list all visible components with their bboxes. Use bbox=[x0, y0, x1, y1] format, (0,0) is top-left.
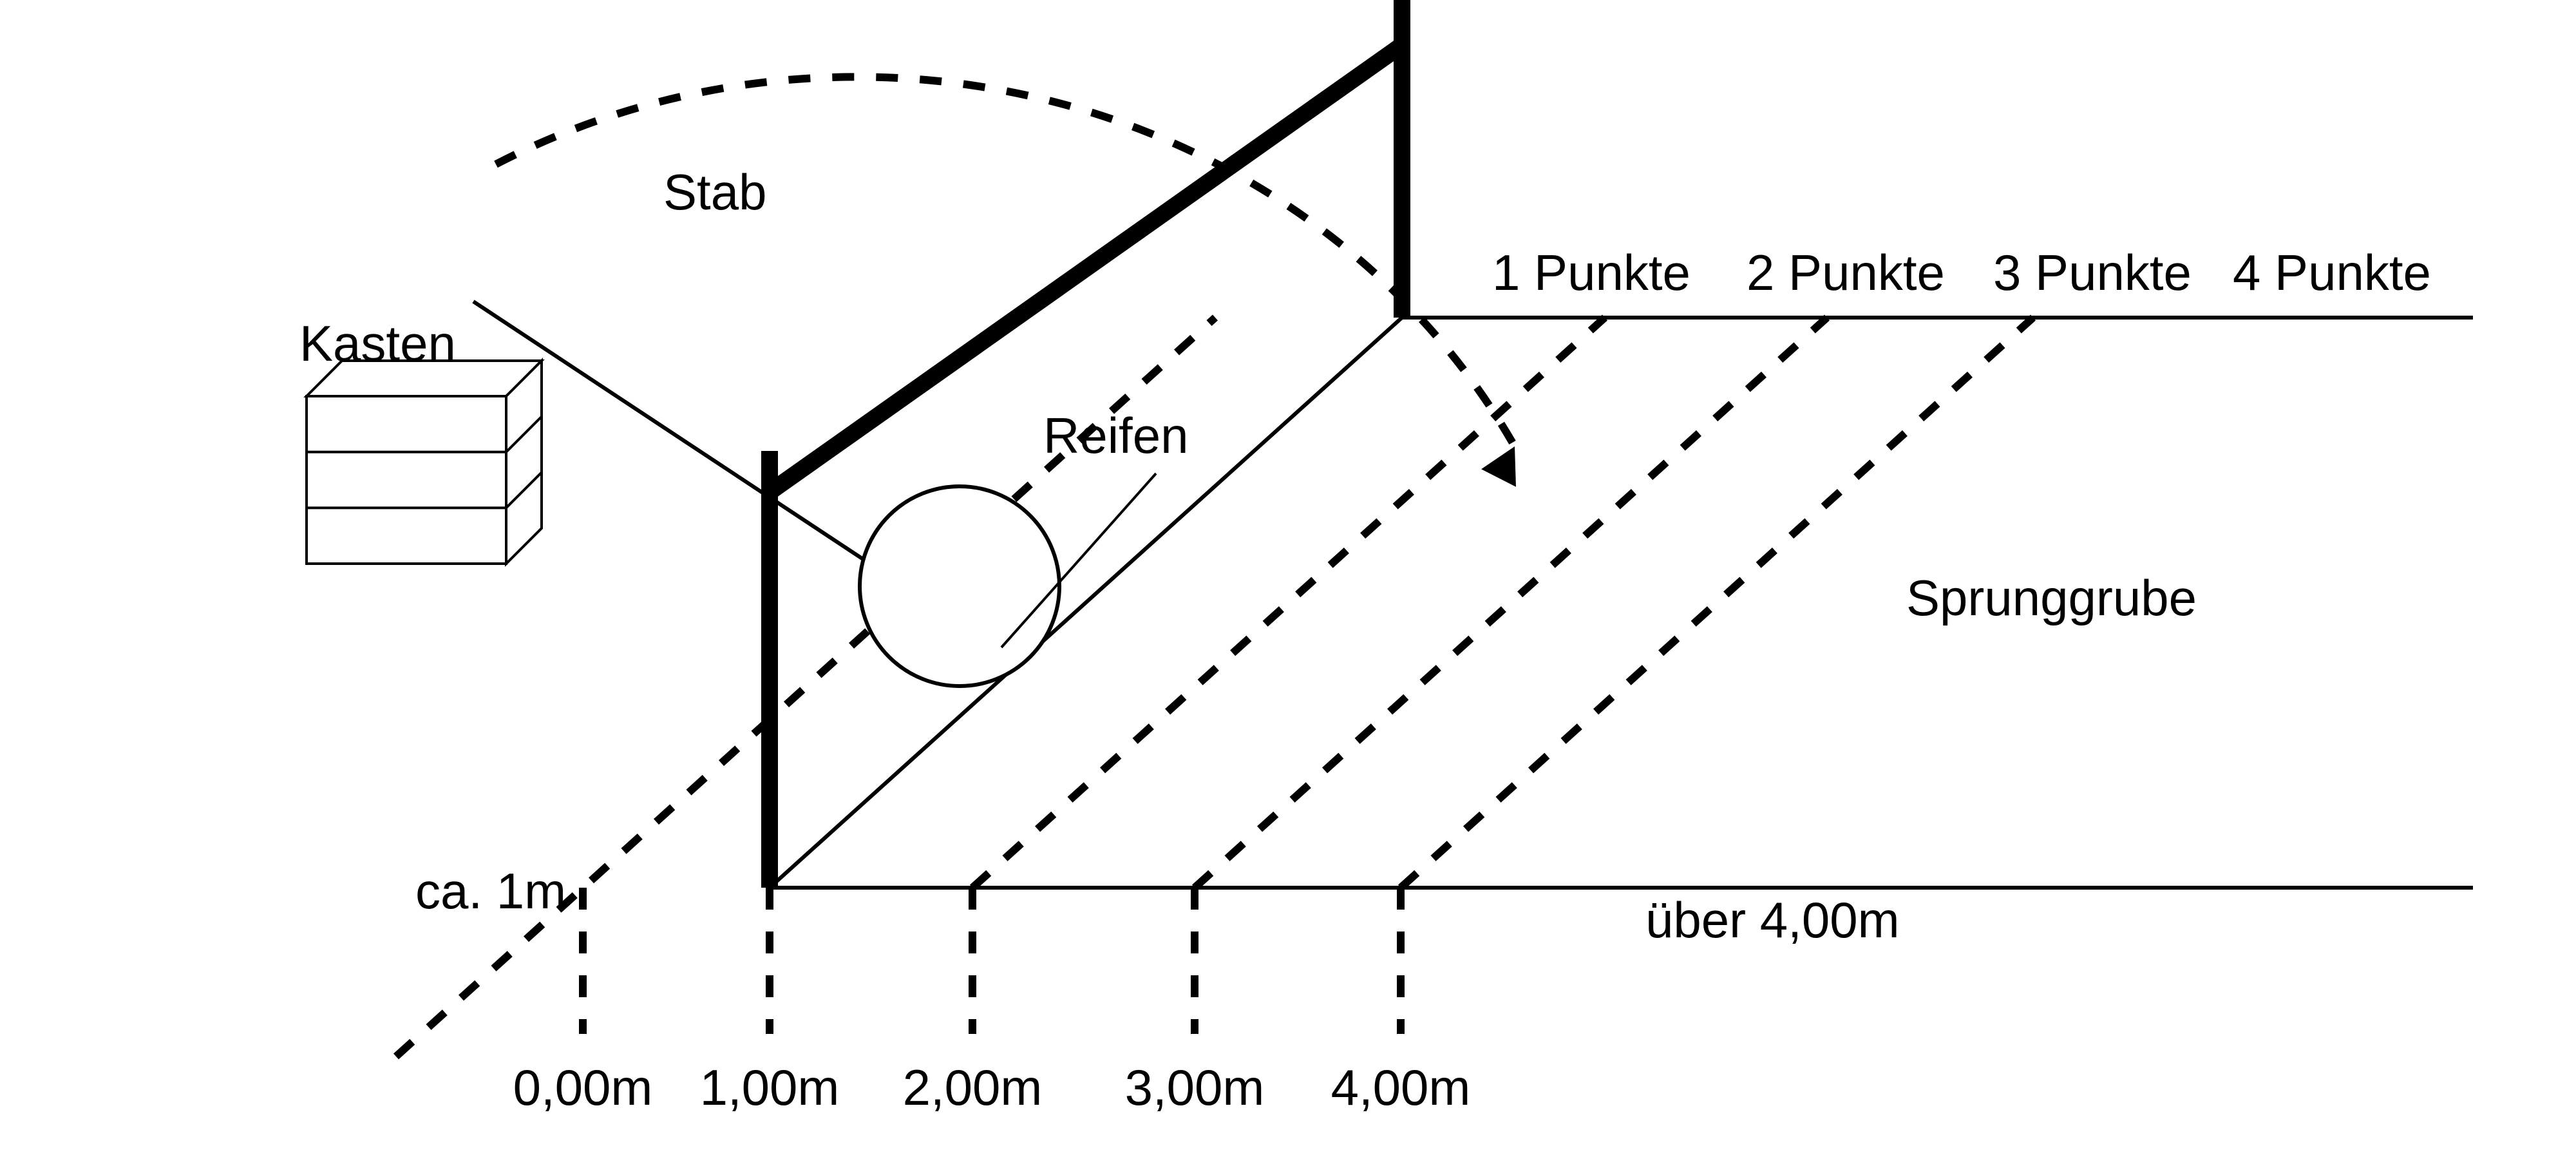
kasten-side bbox=[506, 361, 542, 564]
ca-1m-label: ca. 1m bbox=[415, 863, 566, 919]
pit-diagonal-2,00m bbox=[972, 318, 1605, 888]
reifen-circle bbox=[860, 486, 1059, 686]
stab-arc-arrowhead bbox=[1481, 446, 1516, 487]
ueber-4m-label: über 4,00m bbox=[1645, 892, 1900, 948]
punkte-label-2: 2 Punkte bbox=[1747, 244, 1945, 301]
stab-arc bbox=[496, 77, 1515, 446]
kasten-top bbox=[307, 361, 542, 396]
pit-diagonal-3,00m bbox=[1195, 318, 1827, 888]
front-label-2,00m: 2,00m bbox=[903, 1059, 1043, 1116]
punkte-label-4: 4 Punkte bbox=[2233, 244, 2431, 301]
stab-label: Stab bbox=[663, 164, 766, 220]
front-label-3,00m: 3,00m bbox=[1125, 1059, 1265, 1116]
front-label-1,00m: 1,00m bbox=[700, 1059, 840, 1116]
punkte-label-3: 3 Punkte bbox=[1993, 244, 2192, 301]
sprunggrube-label: Sprunggrube bbox=[1906, 569, 2197, 626]
punkte-label-1: 1 Punkte bbox=[1492, 244, 1690, 301]
reifen-label: Reifen bbox=[1043, 407, 1188, 464]
front-label-0,00m: 0,00m bbox=[513, 1059, 653, 1116]
kasten-front bbox=[307, 396, 506, 564]
front-label-4,00m: 4,00m bbox=[1331, 1059, 1471, 1116]
